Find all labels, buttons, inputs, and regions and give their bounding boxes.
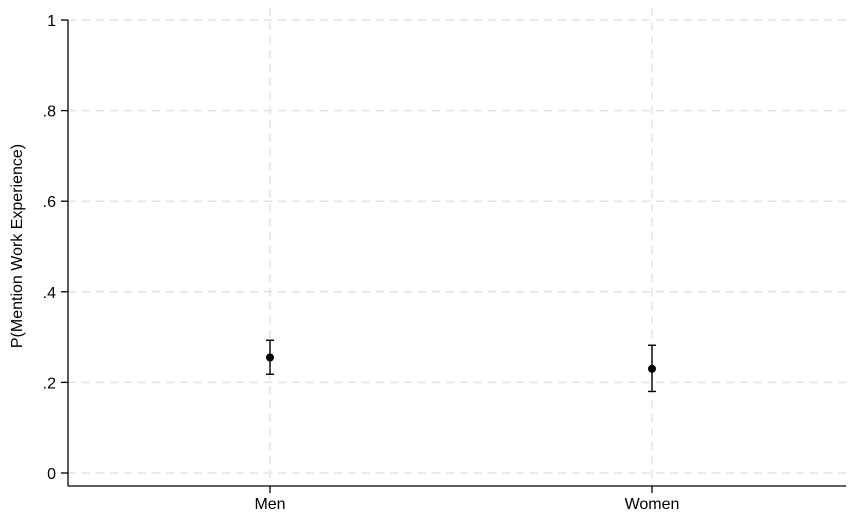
x-tick-label: Women bbox=[625, 496, 680, 513]
y-tick-label: .4 bbox=[43, 285, 56, 302]
y-tick-label: 1 bbox=[47, 13, 56, 30]
y-axis-title: P(Mention Work Experience) bbox=[9, 144, 26, 348]
y-tick-label: .2 bbox=[43, 375, 56, 392]
data-point bbox=[266, 353, 274, 362]
x-tick-label: Men bbox=[254, 496, 285, 513]
axis-layer: 0 .2 .4 .6 .8 1 Men Women bbox=[43, 13, 846, 513]
data-point bbox=[648, 364, 656, 373]
marks-layer bbox=[266, 339, 656, 393]
y-tick-label: .6 bbox=[43, 194, 56, 211]
y-tick-label: .8 bbox=[43, 104, 56, 121]
y-tick-label: 0 bbox=[47, 466, 56, 483]
grid-layer bbox=[68, 8, 846, 486]
